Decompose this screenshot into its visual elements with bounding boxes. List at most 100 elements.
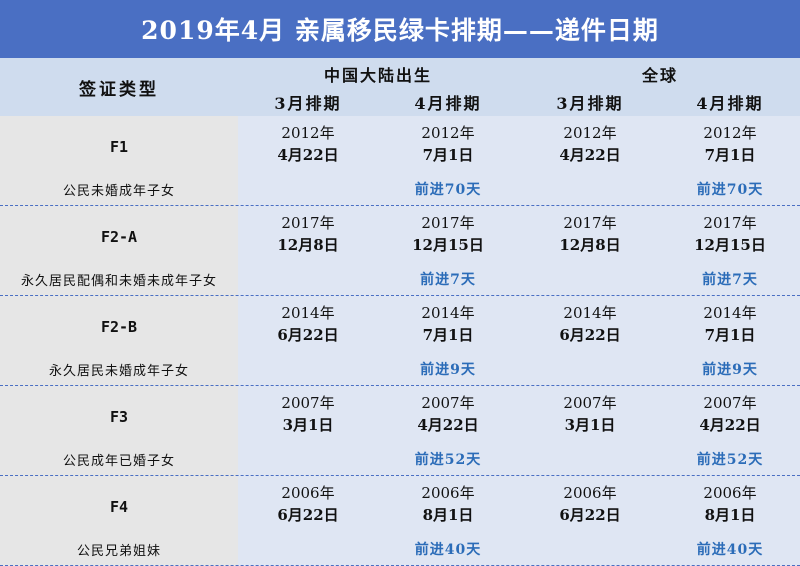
date-cell: 2012年 4月22日 [520, 122, 660, 166]
date-cell: 2006年 8月1日 [660, 482, 800, 526]
date-year: 2014年 [703, 304, 757, 322]
month-header: 3月排期 [274, 94, 342, 113]
date-month-day: 12月15日 [412, 236, 484, 254]
date-month-day: 4月22日 [417, 416, 479, 434]
visa-description: 公民未婚成年子女 [62, 184, 175, 199]
dates-area [238, 296, 800, 386]
date-month-day: 7月1日 [422, 146, 474, 164]
visa-description: 公民兄弟姐妹 [76, 544, 161, 559]
date-month-day: 6月22日 [559, 506, 621, 524]
date-year: 2012年 [281, 124, 335, 142]
date-year: 2006年 [281, 484, 335, 502]
date-year: 2007年 [563, 394, 617, 412]
advance-label: 前进52天 [414, 452, 482, 468]
advance-label: 前进40天 [696, 542, 764, 558]
date-cell: 2017年 12月15日 [378, 212, 518, 256]
page-title: 2019年4月 亲属移民绿卡排期——递件日期 [0, 0, 800, 58]
visa-description: 永久居民配偶和未婚未成年子女 [20, 274, 217, 289]
advance-label: 前进40天 [414, 542, 482, 558]
table-row: F3 公民成年已婚子女 2007年 3月1日 2007年 4月22日 2007年 3月1日 20… [0, 386, 800, 476]
date-year: 2006年 [421, 484, 475, 502]
date-year: 2012年 [703, 124, 757, 142]
visa-code: F4 [109, 498, 129, 516]
date-month-day: 8月1日 [704, 506, 756, 524]
date-month-day: 7月1日 [704, 326, 756, 344]
advance-label: 前进52天 [696, 452, 764, 468]
date-cell: 2007年 3月1日 [238, 392, 378, 436]
dates-area [238, 476, 800, 566]
date-cell: 2012年 7月1日 [660, 122, 800, 166]
date-month-day: 6月22日 [559, 326, 621, 344]
date-year: 2017年 [563, 214, 617, 232]
date-month-day: 12月8日 [277, 236, 339, 254]
date-cell: 2007年 4月22日 [660, 392, 800, 436]
date-year: 2012年 [563, 124, 617, 142]
table-row: F1 公民未婚成年子女 2012年 4月22日 2012年 7月1日 2012年 4月22日 2… [0, 116, 800, 206]
visa-type-cell [0, 296, 238, 386]
table-header: 签证类型 中国大陆出生 全球 3月排期 4月排期 3月排期 4月排期 [0, 58, 800, 116]
visa-type-header: 签证类型 [79, 79, 159, 100]
month-header: 4月排期 [414, 94, 482, 113]
month-header: 4月排期 [696, 94, 764, 113]
month-header: 3月排期 [556, 94, 624, 113]
date-month-day: 3月1日 [564, 416, 616, 434]
date-month-day: 3月1日 [282, 416, 334, 434]
table-row: F4 公民兄弟姐妹 2006年 6月22日 2006年 8月1日 2006年 6月22日 200… [0, 476, 800, 566]
date-month-day: 6月22日 [277, 506, 339, 524]
date-cell: 2006年 8月1日 [378, 482, 518, 526]
date-cell: 2006年 6月22日 [520, 482, 660, 526]
date-month-day: 4月22日 [699, 416, 761, 434]
date-year: 2006年 [563, 484, 617, 502]
visa-code: F1 [109, 138, 129, 156]
date-month-day: 7月1日 [422, 326, 474, 344]
date-month-day: 6月22日 [277, 326, 339, 344]
row-divider [0, 205, 800, 206]
dates-area [238, 386, 800, 476]
date-year: 2014年 [281, 304, 335, 322]
date-cell: 2006年 6月22日 [238, 482, 378, 526]
date-year: 2017年 [421, 214, 475, 232]
date-year: 2017年 [703, 214, 757, 232]
date-year: 2014年 [421, 304, 475, 322]
date-month-day: 12月15日 [694, 236, 766, 254]
date-cell: 2017年 12月15日 [660, 212, 800, 256]
date-cell: 2014年 7月1日 [378, 302, 518, 346]
date-cell: 2017年 12月8日 [238, 212, 378, 256]
date-month-day: 12月8日 [559, 236, 621, 254]
date-cell: 2017年 12月8日 [520, 212, 660, 256]
date-year: 2007年 [281, 394, 335, 412]
advance-label: 前进70天 [414, 182, 482, 198]
dates-area [238, 206, 800, 296]
date-cell: 2012年 4月22日 [238, 122, 378, 166]
table-row: F2-B 永久居民未婚成年子女 2014年 6月22日 2014年 7月1日 2014年 6月… [0, 296, 800, 386]
date-cell: 2014年 6月22日 [238, 302, 378, 346]
visa-code: F3 [109, 408, 129, 426]
date-year: 2017年 [281, 214, 335, 232]
advance-label: 前进7天 [420, 272, 476, 288]
visa-type-cell [0, 476, 238, 566]
visa-description: 永久居民未婚成年子女 [48, 364, 189, 379]
date-month-day: 4月22日 [559, 146, 621, 164]
group-header-global: 全球 [641, 66, 678, 85]
advance-label: 前进9天 [420, 362, 476, 378]
visa-description: 公民成年已婚子女 [62, 454, 175, 469]
row-divider [0, 475, 800, 476]
dates-area [238, 116, 800, 206]
visa-type-cell [0, 116, 238, 206]
visa-code: F2-B [100, 318, 138, 336]
date-year: 2007年 [703, 394, 757, 412]
date-cell: 2007年 3月1日 [520, 392, 660, 436]
visa-type-cell [0, 206, 238, 296]
date-cell: 2007年 4月22日 [378, 392, 518, 436]
visa-code: F2-A [100, 228, 138, 246]
group-header-china: 中国大陆出生 [323, 66, 432, 85]
advance-label: 前进9天 [702, 362, 758, 378]
date-month-day: 8月1日 [422, 506, 474, 524]
date-cell: 2014年 7月1日 [660, 302, 800, 346]
table-body: F1 公民未婚成年子女 2012年 4月22日 2012年 7月1日 2012年 4月22日 2… [0, 116, 800, 566]
date-year: 2007年 [421, 394, 475, 412]
advance-label: 前进7天 [702, 272, 758, 288]
table-row: F2-A 永久居民配偶和未婚未成年子女 2017年 12月8日 2017年 12月15日 2… [0, 206, 800, 296]
visa-type-cell [0, 386, 238, 476]
date-month-day: 7月1日 [704, 146, 756, 164]
